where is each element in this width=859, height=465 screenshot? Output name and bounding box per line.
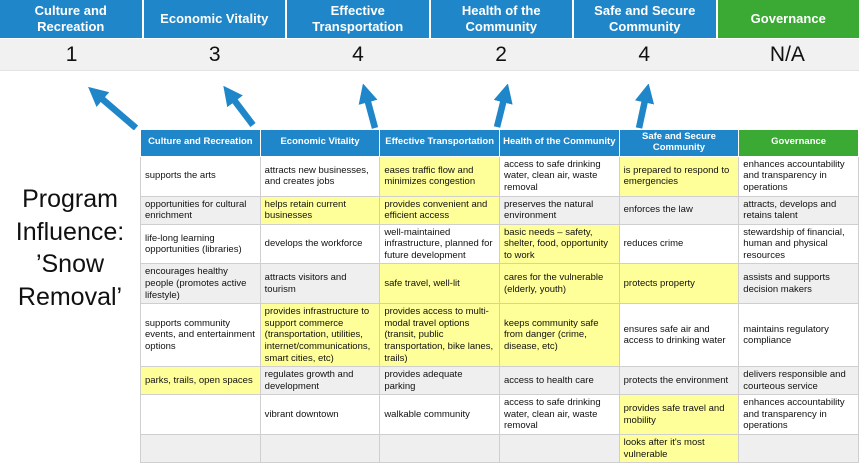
matrix-row-4: encourages healthy people (promotes acti…: [140, 263, 859, 305]
matrix-cell: develops the workforce: [259, 223, 381, 265]
up-arrow: [634, 84, 655, 129]
matrix-cell: life-long learning opportunities (librar…: [140, 223, 261, 265]
matrix-cell: access to health care: [498, 366, 620, 396]
category-header-culture-and-recreation: Culture and Recreation: [0, 0, 142, 38]
score-arrows: [88, 84, 655, 130]
matrix-cell: supports the arts: [140, 155, 261, 197]
matrix-cell: access to safe drinking water, clean air…: [498, 155, 620, 197]
matrix-cell-empty: [140, 394, 261, 435]
score-row: 1 3 4 2 4 N/A: [0, 39, 859, 71]
matrix-cell: provides adequate parking: [379, 366, 500, 396]
matrix-cell: attracts, develops and retains talent: [738, 195, 859, 225]
matrix-cell: delivers responsible and courteous servi…: [738, 366, 859, 396]
matrix-cell: protects the environment: [618, 366, 740, 396]
matrix-cell: enforces the law: [618, 195, 740, 225]
matrix-cell: walkable community: [379, 394, 500, 435]
score-effective-transportation: 4: [352, 42, 364, 66]
score-economic-vitality: 3: [208, 42, 221, 66]
matrix-row-7: vibrant downtown walkable community access…: [140, 394, 859, 435]
up-arrow: [223, 85, 256, 127]
matrix-cell-empty: [498, 433, 620, 464]
matrix-cell: safe travel, well-lit: [379, 263, 500, 305]
score-safe-and-secure-community: 4: [638, 42, 651, 66]
matrix-cell: assists and supports decision makers: [738, 263, 859, 305]
matrix-row-6: parks, trails, open spaces regulates grow…: [140, 366, 859, 396]
page-title: Program Influence: ’Snow Removal’: [15, 185, 125, 311]
score-governance: N/A: [769, 42, 805, 66]
matrix-cell: reduces crime: [618, 223, 740, 265]
score-health-of-the-community: 2: [495, 42, 507, 66]
matrix-cell: protects property: [618, 263, 740, 305]
category-header-health-of-the-community: Health of the Community: [430, 0, 572, 38]
up-arrow: [493, 84, 513, 128]
category-header-governance: Governance: [717, 0, 859, 38]
matrix-cell: attracts visitors and tourism: [259, 263, 381, 305]
category-header-safe-and-secure-community: Safe and Secure Community: [574, 0, 716, 38]
matrix-cell: maintains regulatory compliance: [738, 303, 859, 368]
up-arrow: [88, 86, 139, 130]
influence-matrix: Culture and Recreation Economic Vitality E…: [140, 129, 859, 464]
matrix-cell: stewardship of financial, human and phys…: [738, 223, 859, 265]
matrix-cell: basic needs – safety, shelter, food, opp…: [498, 223, 620, 265]
matrix-cell: parks, trails, open spaces: [140, 366, 261, 396]
score-culture-and-recreation: 1: [65, 42, 78, 66]
matrix-cell: helps retain current businesses: [259, 195, 381, 225]
matrix-cell: provides convenient and efficient access: [379, 195, 500, 225]
matrix-column-header-health-of-the-community: Health of the Community: [498, 129, 620, 157]
matrix-cell: access to safe drinking water, clean air…: [498, 394, 620, 435]
matrix-cell: enhances accountability and transparency…: [738, 394, 859, 435]
matrix-cell: regulates growth and development: [259, 366, 381, 396]
matrix-cell-empty: [259, 433, 381, 464]
matrix-cell: is prepared to respond to emergencies: [618, 155, 740, 197]
matrix-cell: opportunities for cultural enrichment: [140, 195, 261, 225]
matrix-cell: ensures safe air and access to drinking …: [618, 303, 740, 368]
matrix-cell: enhances accountability and transparency…: [738, 155, 859, 197]
matrix-cell: eases traffic flow and minimizes congest…: [379, 155, 500, 197]
matrix-cell: looks after it's most vulnerable: [618, 433, 740, 464]
up-arrow: [358, 84, 379, 129]
matrix-column-header-effective-transportation: Effective Transportation: [379, 129, 500, 157]
matrix-body: supports the arts attracts new businesses…: [140, 155, 859, 464]
matrix-column-header-governance: Governance: [738, 129, 859, 157]
matrix-cell-empty: [379, 433, 500, 464]
matrix-row-5: supports community events, and entertain…: [140, 303, 859, 368]
matrix-cell-empty: [140, 433, 261, 464]
matrix-cell: vibrant downtown: [259, 394, 381, 435]
matrix-header-row: Culture and Recreation Economic Vitality E…: [140, 129, 859, 157]
matrix-cell: well-maintained infrastructure, planned …: [379, 223, 500, 265]
category-header-economic-vitality: Economic Vitality: [143, 0, 285, 38]
matrix-cell-empty: [738, 433, 859, 464]
matrix-cell: provides safe travel and mobility: [618, 394, 740, 435]
category-header-row: Culture and Recreation Economic Vitality E…: [0, 0, 859, 38]
matrix-cell: cares for the vulnerable (elderly, youth…: [498, 263, 620, 305]
matrix-column-header-economic-vitality: Economic Vitality: [259, 129, 381, 157]
matrix-cell: supports community events, and entertain…: [140, 303, 261, 368]
matrix-column-header-safe-and-secure-community: Safe and Secure Community: [618, 129, 740, 157]
matrix-column-header-culture-and-recreation: Culture and Recreation: [140, 129, 261, 157]
matrix-row-3: life-long learning opportunities (librar…: [140, 223, 859, 265]
category-header-effective-transportation: Effective Transportation: [287, 0, 429, 38]
matrix-cell: provides infrastructure to support comme…: [259, 303, 381, 368]
matrix-cell: provides access to multi-modal travel op…: [379, 303, 500, 368]
matrix-cell: keeps community safe from danger (crime,…: [498, 303, 620, 368]
matrix-row-1: supports the arts attracts new businesses…: [140, 155, 859, 197]
matrix-row-8: looks after it's most vulnerable: [140, 433, 859, 464]
matrix-cell: preserves the natural environment: [498, 195, 620, 225]
matrix-cell: attracts new businesses, and creates job…: [259, 155, 381, 197]
matrix-cell: encourages healthy people (promotes acti…: [140, 263, 261, 305]
matrix-row-2: opportunities for cultural enrichment hel…: [140, 195, 859, 225]
